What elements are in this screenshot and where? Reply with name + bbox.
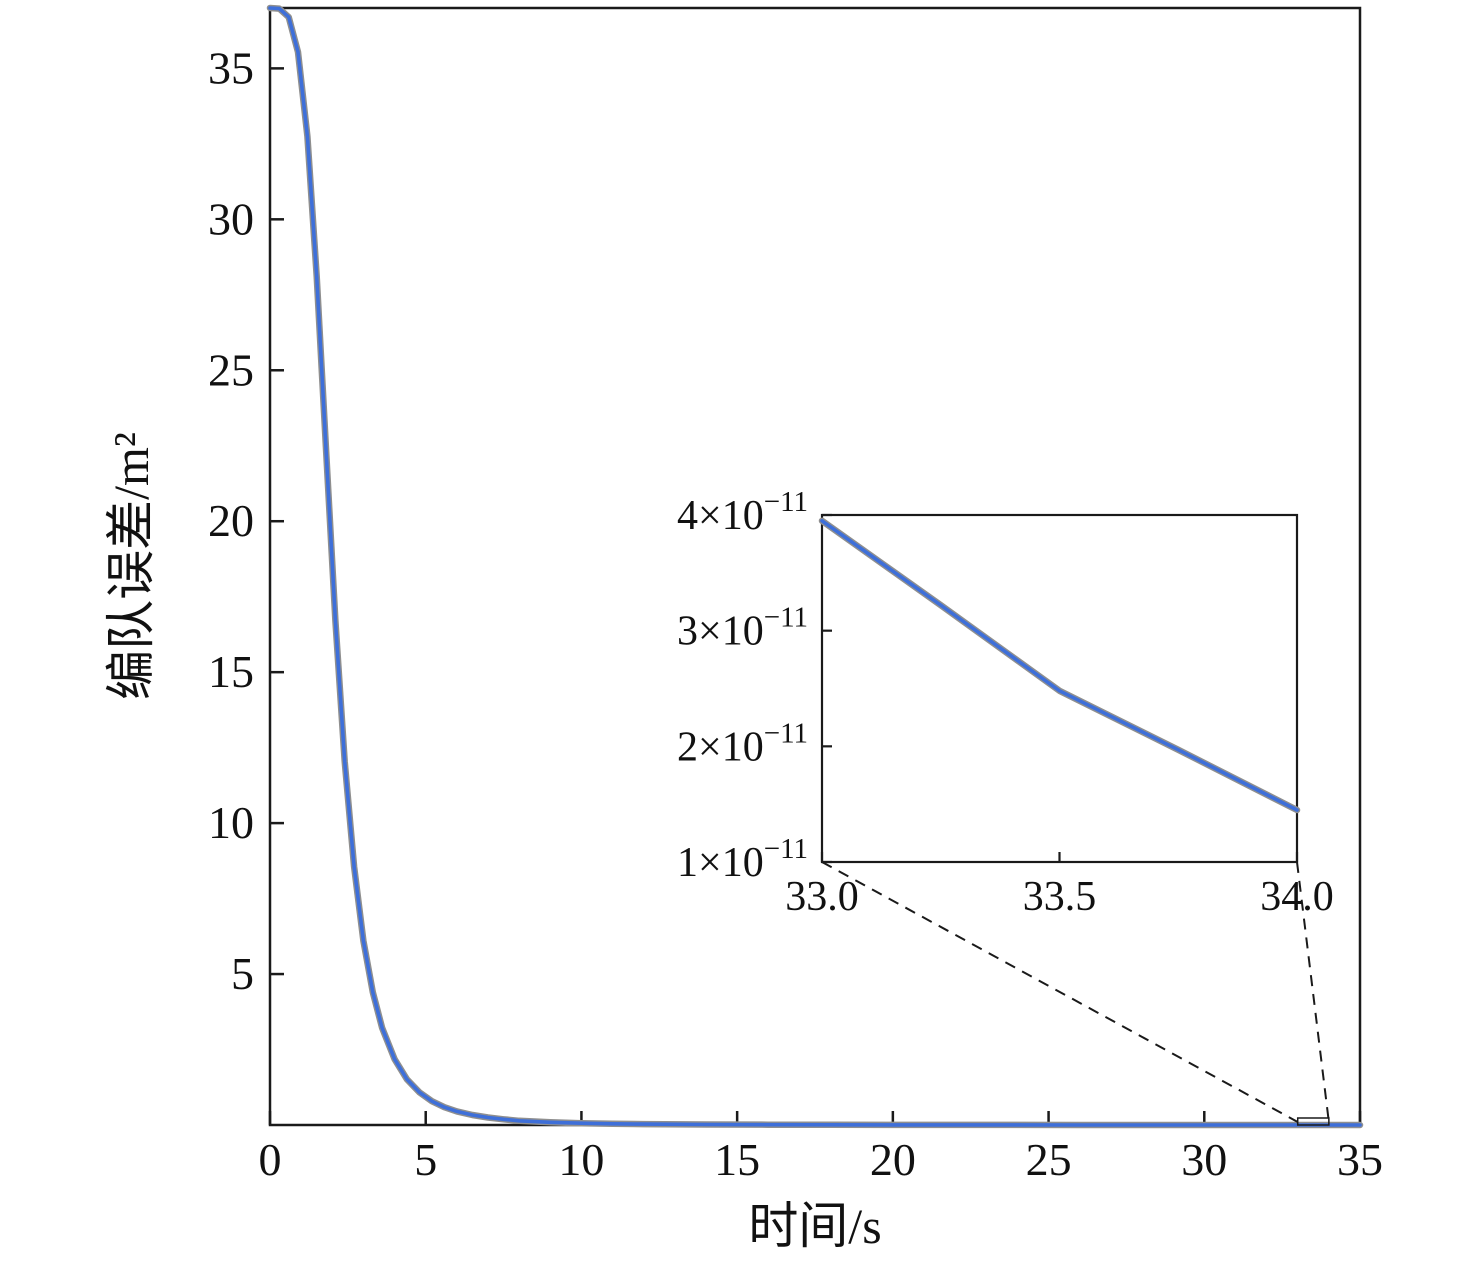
main-curve [266,4,1364,1129]
x-axis-label: 时间/s [748,1198,881,1254]
y-tick-label: 5 [231,948,254,999]
x-tick-label: 5 [414,1134,437,1185]
main-curve-line [268,6,1362,1127]
y-tick-label: 10 [208,797,254,848]
chart-generated-content: 0 5 10 15 20 25 30 35 5 10 15 20 25 30 35 33.0 33.5 34.0 1… [208,4,1383,1185]
inset-x-tick-label: 33.5 [1023,874,1097,920]
y-axis-label: 编队误差/m² [103,432,159,700]
inset-x-tick-label: 33.0 [785,874,859,920]
x-tick-label: 25 [1026,1134,1072,1185]
inset-y-tick-label: 2×10−11 [677,717,808,770]
x-tick-label: 35 [1337,1134,1383,1185]
inset-y-tick-label: 1×10−11 [677,833,808,886]
zoom-dashed-line-left [821,861,1299,1123]
x-tick-label: 0 [259,1134,282,1185]
y-tick-label: 15 [208,646,254,697]
y-tick-label: 30 [208,193,254,244]
inset-x-tick-label: 34.0 [1260,874,1334,920]
inset-curve-line [820,519,1299,812]
inset-y-tick-label: 4×10−11 [677,486,808,539]
y-tick-label: 20 [208,495,254,546]
y-tick-label: 35 [208,42,254,93]
x-tick-label: 15 [714,1134,760,1185]
x-tick-label: 20 [870,1134,916,1185]
inset-axes: 33.0 33.5 34.0 1×10−11 2×10−11 3×10−11 4×10−11 [677,486,1334,920]
zoom-dashed-line-right [1296,861,1330,1123]
inset-y-tick-label: 3×10−11 [677,602,808,655]
zoom-connector-lines [821,861,1330,1126]
x-tick-label: 30 [1181,1134,1227,1185]
x-tick-label: 10 [558,1134,604,1185]
y-tick-label: 25 [208,344,254,395]
inset-curve [818,517,1301,814]
